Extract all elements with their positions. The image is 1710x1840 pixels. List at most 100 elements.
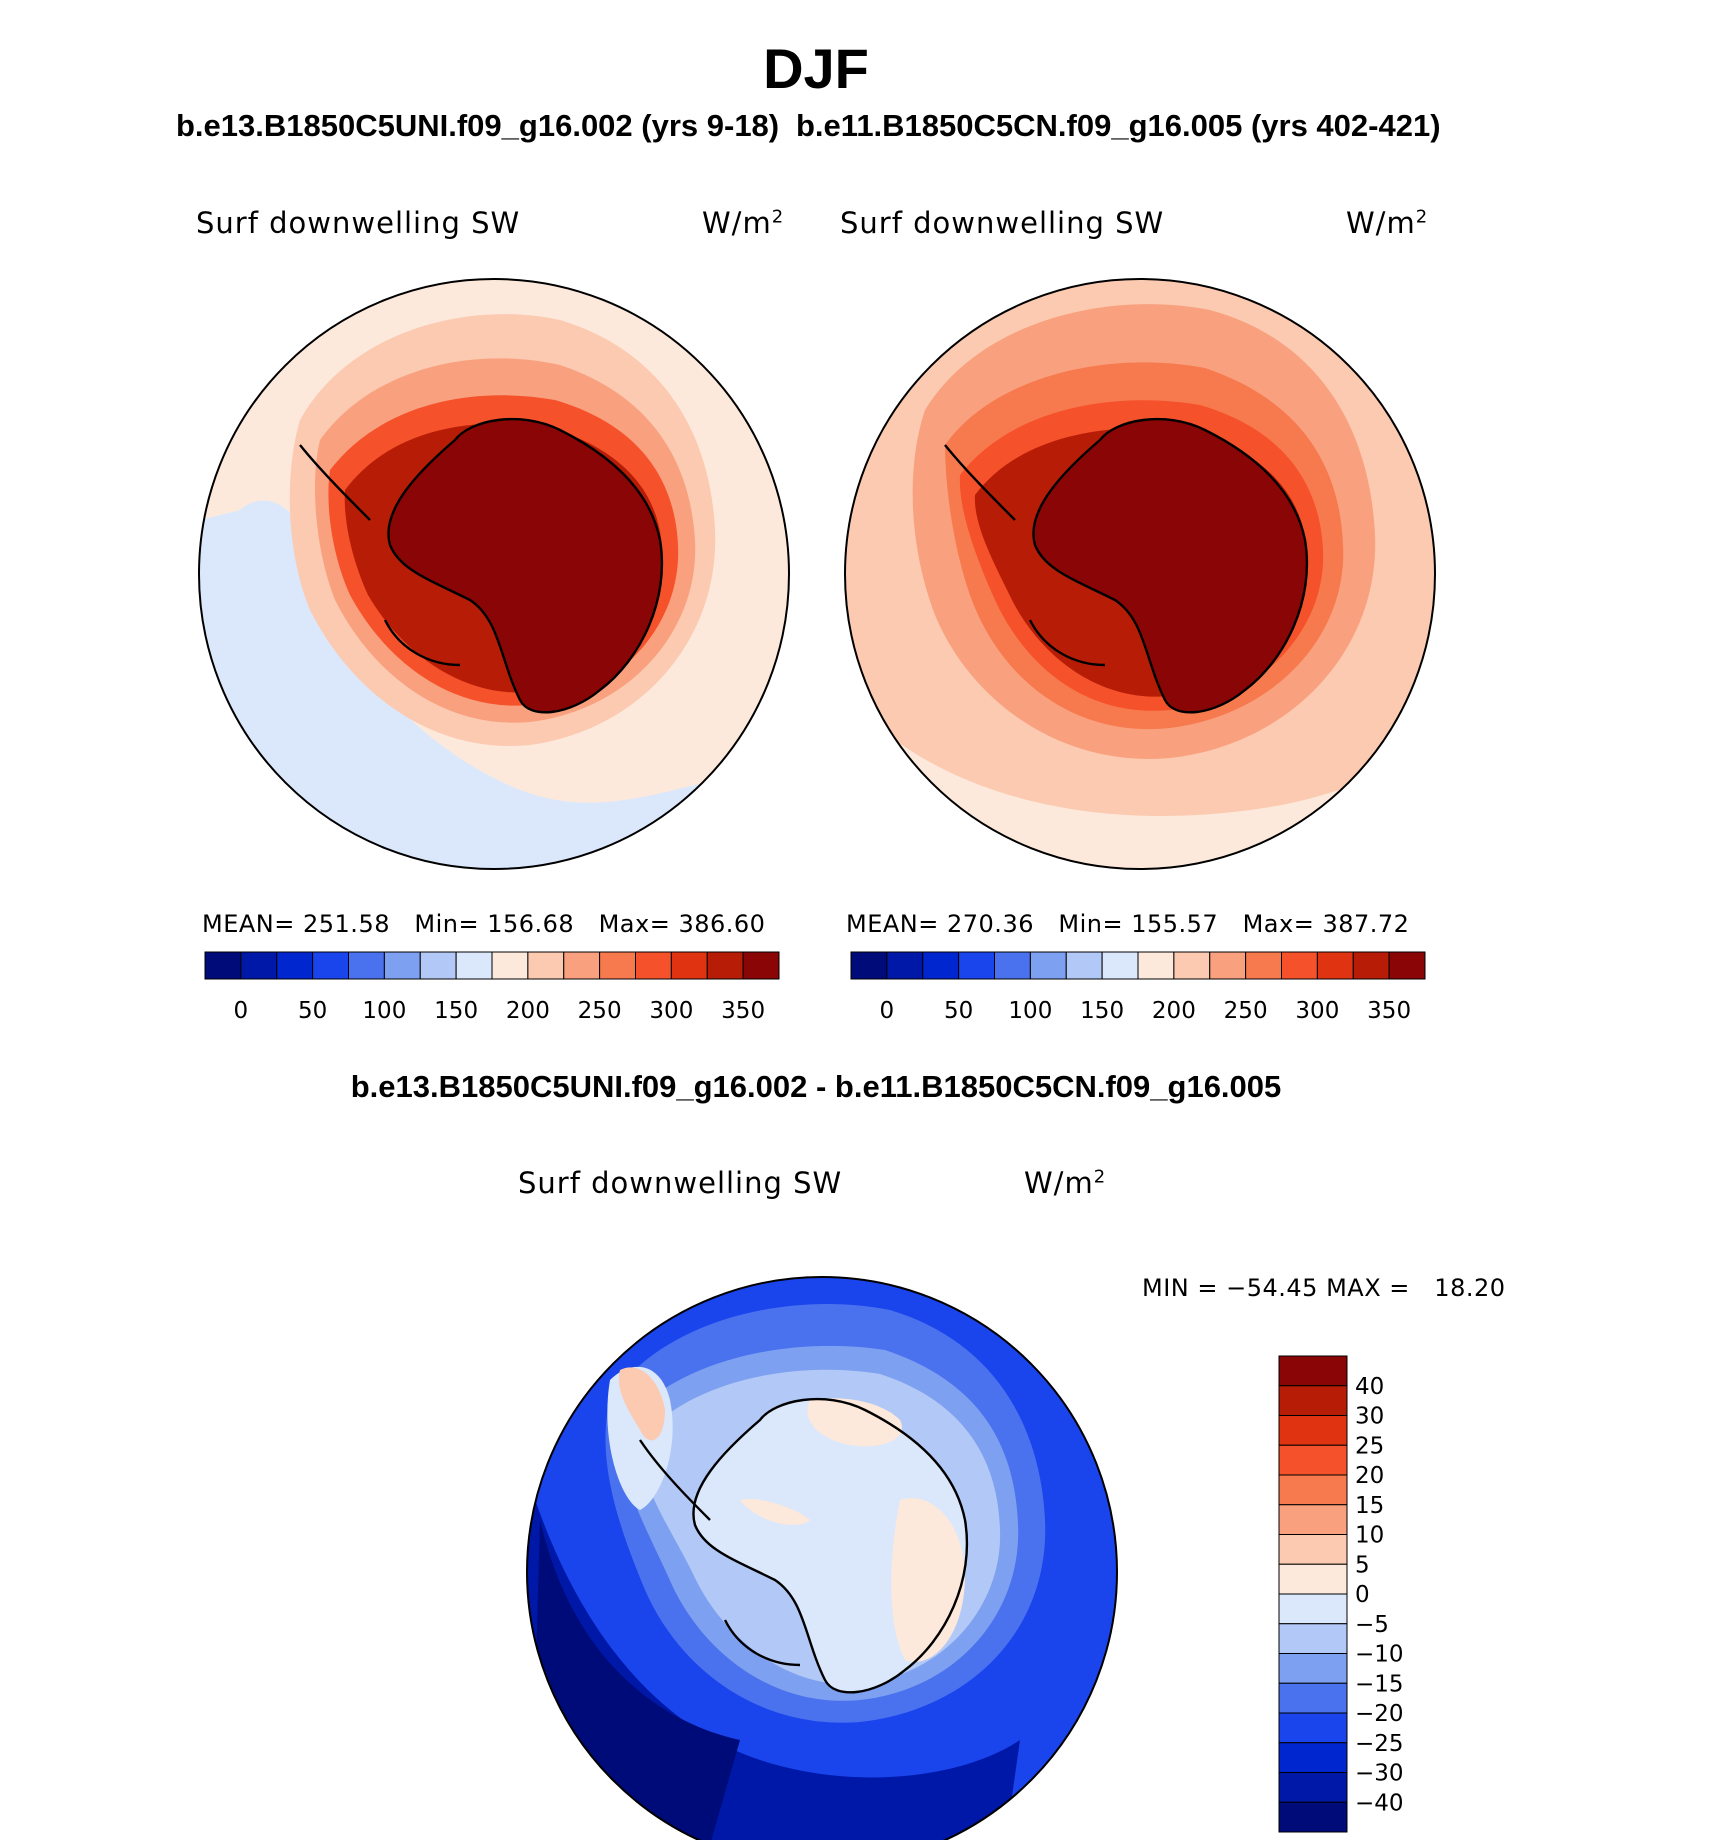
panel1-mean-label: MEAN= [202,910,295,938]
panel1-mean-value: 251.58 [303,910,390,938]
panel3-colorbar-tick-label: −40 [1355,1790,1404,1816]
panel3-colorbar-tick-label: −25 [1355,1731,1404,1757]
panel1-colorbar-tick-label: 250 [578,998,622,1024]
panel2-map-border [844,278,1436,870]
panel2-colorbar-box-14 [1352,951,1390,980]
panel3-stats: MIN = −54.45 MAX = 18.20 [1142,1274,1506,1302]
panel3-colorbar-tick-label: −5 [1355,1612,1389,1638]
panel1-colorbar-box-6 [419,951,457,980]
panel2-colorbar-tick-label: 150 [1080,998,1124,1024]
panel2-colorbar-tick-label: 300 [1295,998,1339,1024]
panel1-colorbar-box-7 [455,951,493,980]
panel3-colorbar-box-3 [1278,1444,1348,1476]
panel2-stats: MEAN= 270.36 Min= 155.57 Max= 387.72 [846,910,1409,938]
panel3-map-border [526,1276,1118,1840]
panel2-mean-value: 270.36 [947,910,1034,938]
case1-title: b.e13.B1850C5UNI.f09_g16.002 (yrs 9-18) [176,108,780,143]
panel3-colorbar-box-14 [1278,1772,1348,1803]
panel1-min-label: Min= [414,910,480,938]
panel2-units: W/m2 [1346,206,1429,240]
panel3-colorbar-box-0 [1278,1355,1348,1387]
panel3-colorbar: 40 30 25 20 15 10 5 0 −5 −10 −15 −20 −25 −30 −40 [1278,1355,1404,1833]
panel2-colorbar: 0 50 100 150 200 250 300 350 [850,951,1426,1024]
panel1-colorbar-box-10 [563,951,601,980]
panel3-colorbar-box-11 [1278,1682,1348,1714]
panel2-colorbar-tick-label: 50 [944,998,973,1024]
panel3-min-label: MIN = [1142,1274,1218,1302]
panel3-colorbar-tick-label: 30 [1355,1404,1384,1430]
panel1-colorbar-tick-label: 150 [434,998,478,1024]
panel3-colorbar-box-13 [1278,1742,1348,1773]
panel2-colorbar-tick-label: 0 [880,998,895,1024]
panel1-contour-max [388,419,662,713]
panel2-mean-label: MEAN= [846,910,939,938]
panel1-min-value: 156.68 [487,910,575,938]
difference-title: b.e13.B1850C5UNI.f09_g16.002 - b.e11.B18… [350,1069,1282,1104]
panel2-colorbar-box-8 [1137,951,1175,980]
panel3-colorbar-tick-label: −10 [1355,1642,1404,1668]
panel1-coastline [299,417,664,714]
panel1-colorbar-box-12 [635,951,672,980]
panel2-colorbar-box-15 [1388,951,1426,980]
panel3-continent-positive-patches [740,1398,965,1662]
panel1-colorbar: 0 50 100 150 200 250 300 350 [204,951,780,1024]
panel3-colorbar-tick-label: 40 [1355,1374,1384,1400]
panel3-colorbar-tick-label: 10 [1355,1523,1384,1549]
panel3-colorbar-box-1 [1278,1385,1348,1416]
panel2-max-label: Max= [1242,910,1315,938]
panel1-colorbar-box-9 [527,951,565,980]
panel2-colorbar-box-11 [1245,951,1282,980]
panel1-colorbar-box-14 [706,951,744,980]
panel3-colorbar-box-15 [1278,1801,1348,1833]
panel1-colorbar-box-0 [204,951,242,980]
panel3-colorbar-tick-label: −30 [1355,1761,1404,1787]
panel1-map-border [198,278,790,870]
panel3-colorbar-box-12 [1278,1712,1348,1744]
panel2-contour-max [1033,419,1307,713]
panel2-colorbar-box-4 [994,951,1031,980]
panel2-colorbar-box-12 [1281,951,1318,980]
panel2-min-value: 155.57 [1131,910,1219,938]
panel3-max-value: 18.20 [1434,1274,1506,1302]
panel3-colorbar-box-6 [1278,1534,1348,1565]
panel3-colorbar-tick-label: −15 [1355,1671,1404,1697]
panel1-colorbar-box-8 [491,951,529,980]
panel1-colorbar-tick-label: 350 [721,998,765,1024]
panel2-colorbar-box-7 [1101,951,1139,980]
panel3-colorbar-tick-label: −20 [1355,1701,1404,1727]
panel2-colorbar-tick-label: 250 [1224,998,1268,1024]
panel1-colorbar-tick-label: 100 [362,998,406,1024]
panel3-variable-label: Surf downwelling SW [518,1166,843,1200]
panel3-colorbar-box-8 [1278,1593,1348,1625]
panel3-colorbar-box-10 [1278,1653,1348,1684]
panel3-peninsula-positive-patch [618,1367,665,1441]
panel3-colorbar-tick-label: 15 [1355,1493,1384,1519]
panel3-colorbar-box-9 [1278,1623,1348,1654]
panel2-colorbar-box-2 [922,951,960,980]
panel1-colorbar-box-1 [240,951,278,980]
panel3-coastline [639,1397,969,1694]
panel2-colorbar-tick-label: 200 [1152,998,1196,1024]
panel3-colorbar-tick-label: 20 [1355,1463,1384,1489]
panel1-colorbar-tick-label: 200 [506,998,550,1024]
panel3-colorbar-box-5 [1278,1504,1348,1535]
panel3-colorbar-tick-label: 0 [1355,1582,1370,1608]
panel2-map [844,278,1436,870]
panel1-variable-label: Surf downwelling SW [196,206,521,240]
panel1-low-sw-ocean [200,500,789,869]
panel3-colorbar-box-7 [1278,1563,1348,1595]
panel1-colorbar-box-3 [312,951,349,980]
panel1-colorbar-tick-label: 0 [234,998,249,1024]
panel3-min-value: −54.45 [1226,1274,1318,1302]
panel3-map [526,1276,1118,1840]
panel1-units: W/m2 [702,206,785,240]
panel3-colorbar-tick-label: 25 [1355,1433,1384,1459]
panel1-max-label: Max= [598,910,671,938]
panel1-colorbar-tick-label: 300 [649,998,693,1024]
panel3-units: W/m2 [1024,1166,1107,1200]
panel1-colorbar-box-15 [742,951,780,980]
panel3-colorbar-box-4 [1278,1474,1348,1506]
panel3-colorbar-tick-label: 5 [1355,1552,1370,1578]
panel1-map [198,278,790,870]
